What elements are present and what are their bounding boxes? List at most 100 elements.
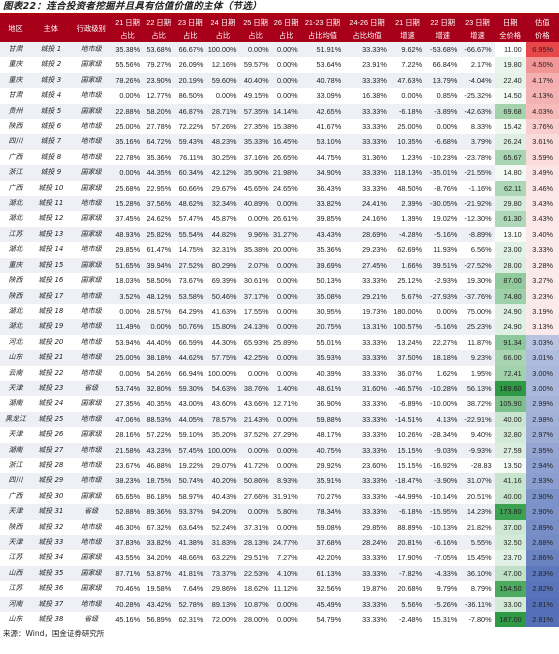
cell-avg-21-23: 50.13% <box>300 273 345 289</box>
cell-subject: 城投 24 <box>31 396 71 412</box>
cell-r24: 15.80% <box>206 319 240 335</box>
cell-subject: 城投 31 <box>31 504 71 520</box>
cell-valuation: 3.43% <box>525 196 559 212</box>
col-subheader-g21: 增速 <box>389 30 426 42</box>
cell-subject: 城投 4 <box>31 88 71 104</box>
cell-valuation: 3.00% <box>525 380 559 397</box>
cell-level: 地市级 <box>70 196 112 212</box>
cell-r24: 44.30% <box>206 334 240 351</box>
cell-valuation: 2.82% <box>525 581 559 597</box>
cell-level: 地市级 <box>70 42 112 58</box>
cell-r22: 25.82% <box>143 226 175 243</box>
cell-r22: 34.20% <box>143 550 175 566</box>
cell-level: 国家级 <box>70 550 112 566</box>
cell-level: 省级 <box>70 380 112 397</box>
cell-r23: 62.31% <box>174 612 207 628</box>
cell-avg-24-26: 24.16% <box>344 211 390 227</box>
table-row: 云南 城投 22 地市级 0.00% 54.26% 66.94% 100.00% 0.00% 0… <box>0 365 559 381</box>
cell-region: 广西 <box>0 149 32 166</box>
cell-price: 154.50 <box>494 581 526 597</box>
header-row-1: 地区 主体 行政级别 21 日期 22 日期 23 日期 24 日期 25 日期… <box>0 15 559 42</box>
cell-price: 29.80 <box>494 196 526 212</box>
cell-avg-21-23: 48.61% <box>300 380 345 397</box>
cell-price: 173.80 <box>494 504 526 520</box>
cell-valuation: 3.61% <box>525 134 559 150</box>
cell-r21: 37.45% <box>111 211 144 227</box>
cell-r24: 57.75% <box>206 350 240 366</box>
cell-price: 14.50 <box>494 88 526 104</box>
col-header-22: 22 日期 <box>143 15 175 30</box>
col-subheader-21: 占比 <box>111 30 144 42</box>
cell-avg-21-23: 20.75% <box>300 319 345 335</box>
cell-g21: -6.89% <box>389 396 426 412</box>
cell-avg-21-23: 44.75% <box>300 149 345 166</box>
cell-level: 地市级 <box>70 473 112 489</box>
cell-r26: 21.98% <box>271 165 301 181</box>
cell-r26: 24.77% <box>271 535 301 551</box>
cell-region: 浙江 <box>0 165 32 181</box>
cell-avg-24-26: 29.23% <box>344 242 390 258</box>
cell-r25: 43.66% <box>239 396 272 412</box>
cell-valuation: 3.46% <box>525 180 559 197</box>
cell-r22: 38.18% <box>143 350 175 366</box>
cell-avg-21-23: 40.78% <box>300 72 345 89</box>
cell-price: 187.00 <box>494 612 526 628</box>
cell-level: 国家级 <box>70 226 112 243</box>
cell-avg-21-23: 45.49% <box>300 596 345 613</box>
cell-r22: 27.78% <box>143 119 175 135</box>
table-row: 广西 城投 30 国家级 65.65% 86.18% 58.97% 40.43% 27.66%… <box>0 488 559 505</box>
cell-r22: 32.80% <box>143 380 175 397</box>
table-row: 重庆 城投 15 国家级 51.65% 39.94% 27.52% 80.29% 2.07% 0… <box>0 257 559 274</box>
cell-region: 山东 <box>0 612 32 628</box>
cell-level: 地市级 <box>70 119 112 135</box>
cell-r22: 43.23% <box>143 442 175 458</box>
cell-g21: 10.35% <box>389 134 426 150</box>
cell-avg-24-26: 33.33% <box>344 165 390 181</box>
cell-g23: 3.79% <box>460 134 495 150</box>
cell-level: 地市级 <box>70 149 112 166</box>
cell-r21: 29.85% <box>111 242 144 258</box>
cell-r23: 73.67% <box>174 273 207 289</box>
cell-g22: -3.89% <box>425 103 461 120</box>
cell-g22: -10.14% <box>425 488 461 505</box>
cell-r22: 64.72% <box>143 134 175 150</box>
cell-g22: 13.79% <box>425 72 461 89</box>
cell-subject: 城投 38 <box>31 612 71 628</box>
cell-g23: 20.51% <box>460 488 495 505</box>
cell-price: 40.00 <box>494 411 526 428</box>
table-row: 陕西 城投 16 国家级 18.03% 58.50% 73.67% 69.39% 30.61%… <box>0 273 559 289</box>
cell-level: 地市级 <box>70 334 112 351</box>
cell-r22: 61.47% <box>143 242 175 258</box>
cell-r21: 11.49% <box>111 319 144 335</box>
cell-price: 26.24 <box>494 134 526 150</box>
cell-r24: 0.00% <box>206 88 240 104</box>
cell-subject: 城投 15 <box>31 257 71 274</box>
cell-avg-21-23: 33.82% <box>300 196 345 212</box>
cell-g21: 10.26% <box>389 427 426 443</box>
cell-subject: 城投 27 <box>31 442 71 458</box>
cell-r21: 0.00% <box>111 365 144 381</box>
cell-region: 湖北 <box>0 319 32 335</box>
cell-avg-21-23: 54.79% <box>300 612 345 628</box>
cell-r26: 16.45% <box>271 134 301 150</box>
cell-level: 地市级 <box>70 457 112 474</box>
cell-region: 河北 <box>0 334 32 351</box>
cell-valuation: 3.01% <box>525 350 559 366</box>
cell-avg-24-26: 33.33% <box>344 427 390 443</box>
cell-g22: 39.51% <box>425 257 461 274</box>
cell-price: 33.00 <box>494 596 526 613</box>
cell-r21: 0.00% <box>111 165 144 181</box>
cell-g22: -30.05% <box>425 196 461 212</box>
table-row: 湖北 城投 18 地市级 0.00% 28.57% 64.29% 41.63% 17.55% 0… <box>0 303 559 320</box>
cell-r22: 79.27% <box>143 57 175 73</box>
cell-avg-24-26: 33.33% <box>344 180 390 197</box>
col-header-level: 行政级别 <box>70 15 112 42</box>
cell-region: 江苏 <box>0 550 32 566</box>
cell-r22: 43.42% <box>143 596 175 613</box>
cell-avg-24-26: 33.33% <box>344 442 390 458</box>
cell-price: 15.42 <box>494 119 526 135</box>
cell-region: 湖南 <box>0 396 32 412</box>
cell-g23: -23.78% <box>460 149 495 166</box>
cell-g22: 1.62% <box>425 365 461 381</box>
cell-region: 湖南 <box>0 442 32 458</box>
